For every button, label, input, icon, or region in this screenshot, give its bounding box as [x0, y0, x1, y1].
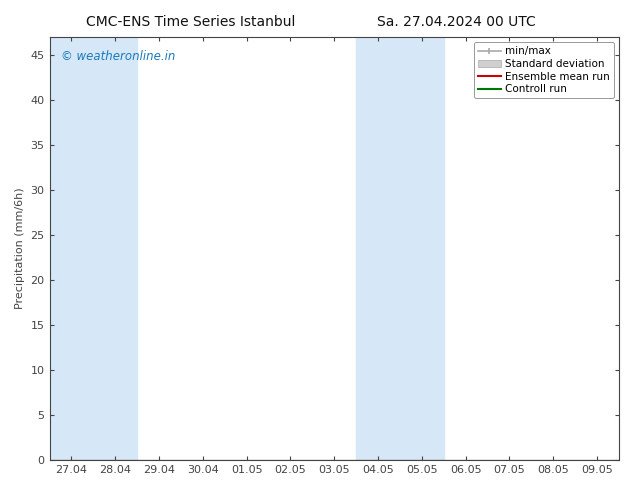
Legend: min/max, Standard deviation, Ensemble mean run, Controll run: min/max, Standard deviation, Ensemble me…	[474, 42, 614, 98]
Bar	[49, 37, 93, 460]
Text: © weatheronline.in: © weatheronline.in	[61, 50, 176, 63]
Bar	[400, 37, 444, 460]
Text: CMC-ENS Time Series Istanbul: CMC-ENS Time Series Istanbul	[86, 15, 295, 29]
Bar	[93, 37, 137, 460]
Text: Sa. 27.04.2024 00 UTC: Sa. 27.04.2024 00 UTC	[377, 15, 536, 29]
Bar	[356, 37, 400, 460]
Y-axis label: Precipitation (mm/6h): Precipitation (mm/6h)	[15, 188, 25, 309]
